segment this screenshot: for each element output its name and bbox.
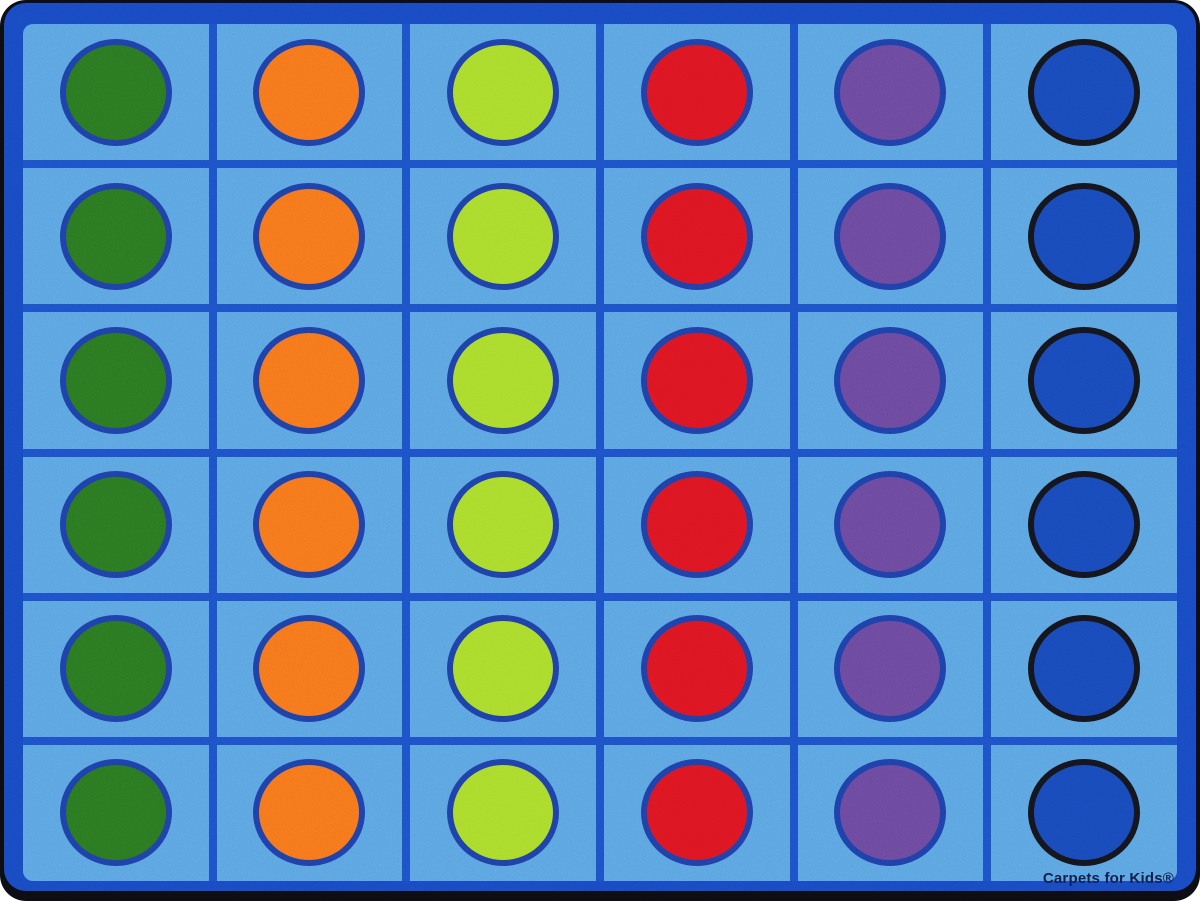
rug-cell [410, 456, 596, 593]
rug-cell [216, 168, 403, 305]
purple-dot [834, 471, 947, 579]
rug-cell [410, 600, 596, 737]
rug-cell [991, 24, 1177, 161]
purple-dot [834, 326, 947, 434]
rug-cell [604, 312, 790, 449]
lime-green-dot [447, 615, 560, 723]
dark-green-dot [59, 326, 172, 434]
rug-cell [604, 744, 790, 881]
rug-cell [23, 600, 209, 737]
royal-blue-dot [1028, 759, 1141, 867]
royal-blue-dot [1028, 615, 1141, 723]
rug-cell [797, 744, 984, 881]
purple-dot [834, 182, 947, 290]
rug-cell [410, 168, 596, 305]
rug-cell [604, 24, 790, 161]
rug-cell [410, 744, 596, 881]
brand-label: Carpets for Kids® [1042, 870, 1174, 887]
rug-cell [991, 168, 1177, 305]
orange-dot [253, 38, 366, 146]
red-dot [640, 471, 753, 579]
orange-dot [253, 471, 366, 579]
lime-green-dot [447, 326, 560, 434]
rug-cell [216, 24, 403, 161]
rug-cell [23, 24, 209, 161]
red-dot [640, 759, 753, 867]
rug-cell [797, 456, 984, 593]
red-dot [640, 615, 753, 723]
rug-cell [604, 456, 790, 593]
dark-green-dot [59, 38, 172, 146]
red-dot [640, 326, 753, 434]
royal-blue-dot [1028, 182, 1141, 290]
orange-dot [253, 759, 366, 867]
rug-cell [410, 312, 596, 449]
dark-green-dot [59, 182, 172, 290]
lime-green-dot [447, 38, 560, 146]
royal-blue-dot [1028, 471, 1141, 579]
purple-dot [834, 759, 947, 867]
rug-cell [23, 168, 209, 305]
rug-cell [216, 744, 403, 881]
dark-green-dot [59, 615, 172, 723]
rug-cell [991, 456, 1177, 593]
rug-cell [991, 600, 1177, 737]
rug-cell [991, 312, 1177, 449]
rug-cell [797, 312, 984, 449]
purple-dot [834, 38, 947, 146]
rug-cell [797, 600, 984, 737]
orange-dot [253, 615, 366, 723]
purple-dot [834, 615, 947, 723]
royal-blue-dot [1028, 326, 1141, 434]
dark-green-dot [59, 759, 172, 867]
lime-green-dot [447, 182, 560, 290]
rug-seating-grid [23, 24, 1177, 881]
red-dot [640, 182, 753, 290]
orange-dot [253, 182, 366, 290]
rug-cell [797, 24, 984, 161]
rug-cell [23, 744, 209, 881]
rug-cell [23, 456, 209, 593]
rug-cell [410, 24, 596, 161]
rug-cell [991, 744, 1177, 881]
rug-cell [23, 312, 209, 449]
lime-green-dot [447, 759, 560, 867]
orange-dot [253, 326, 366, 434]
royal-blue-dot [1028, 38, 1141, 146]
rug-cell [216, 312, 403, 449]
rug-cell [216, 456, 403, 593]
rug-cell [604, 600, 790, 737]
rug-cell [797, 168, 984, 305]
dark-green-dot [59, 471, 172, 579]
rug-cell [216, 600, 403, 737]
lime-green-dot [447, 471, 560, 579]
red-dot [640, 38, 753, 146]
rug-cell [604, 168, 790, 305]
